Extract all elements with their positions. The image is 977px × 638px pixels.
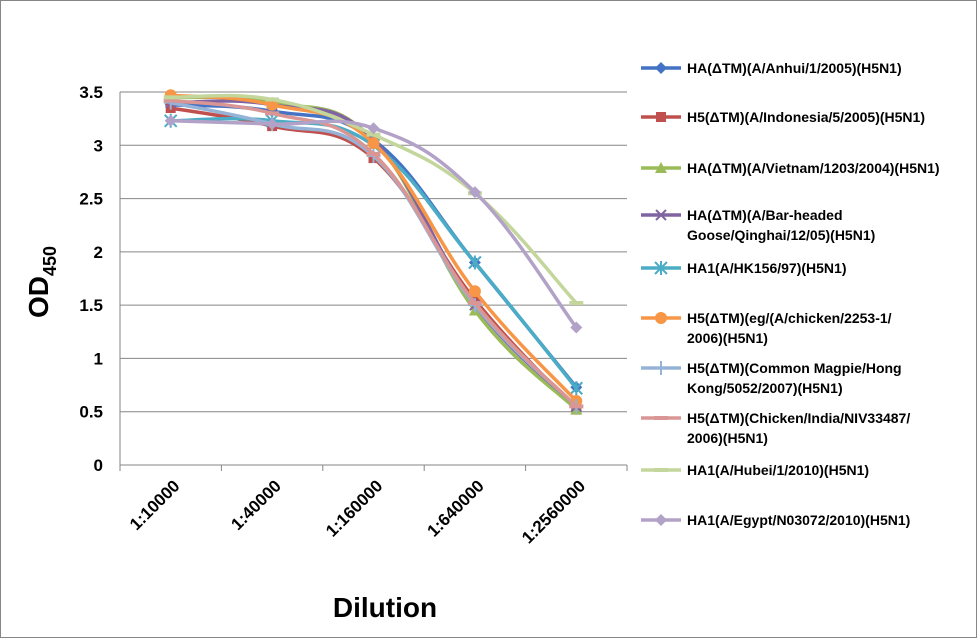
y-axis-title-main: OD	[23, 276, 54, 318]
legend-label: H5(ΔTM)(eg/(A/chicken/2253-1/2006)(H5N1)	[687, 310, 892, 346]
legend-label: HA(ΔTM)(A/Vietnam/1203/2004)(H5N1)	[687, 160, 940, 176]
data-point-marker	[164, 114, 177, 127]
y-axis-title-subscript: 450	[40, 246, 60, 276]
legend-label-line: HA(ΔTM)(A/Vietnam/1203/2004)(H5N1)	[687, 160, 940, 176]
legend-item: HA(ΔTM)(A/Anhui/1/2005)(H5N1)	[641, 60, 902, 76]
data-point-marker	[163, 98, 178, 103]
legend-marker	[655, 162, 667, 173]
legend-marker	[654, 416, 668, 420]
y-tick-label: 3.5	[79, 83, 103, 102]
legend-label: HA(ΔTM)(A/Bar-headed Goose/Qinghai/12/05)…	[687, 207, 875, 243]
data-point-marker	[468, 186, 481, 199]
data-point-marker	[366, 132, 381, 137]
series-8	[163, 98, 584, 409]
legend-marker	[655, 209, 667, 221]
data-point-marker	[265, 111, 280, 116]
legend-label: HA1(A/HK156/97)(H5N1)	[687, 260, 847, 276]
data-point-marker	[468, 285, 481, 298]
legend-label-line: Kong/5052/2007)(H5N1)	[687, 380, 843, 396]
legend-item: HA1(A/Egypt/N03072/2010)(H5N1)	[641, 512, 910, 528]
legend-marker	[654, 468, 668, 472]
legend-label-line: H5(ΔTM)(Chicken/India/NIV33487/	[687, 410, 910, 426]
data-point-marker	[265, 97, 280, 102]
legend-marker	[655, 62, 667, 74]
data-point-marker	[569, 404, 584, 409]
y-tick-label: 1	[94, 349, 103, 368]
data-point-marker	[367, 122, 380, 135]
legend-label-line: H5(ΔTM)(eg/(A/chicken/2253-1/	[687, 310, 892, 326]
x-tick-label: 1:2560000	[518, 476, 589, 547]
data-point-marker	[163, 95, 178, 100]
legend-marker	[655, 514, 667, 526]
legend-item: H5(ΔTM)(eg/(A/chicken/2253-1/2006)(H5N1)	[641, 310, 892, 346]
legend-item: HA1(A/Hubei/1/2010)(H5N1)	[641, 462, 869, 478]
legend-label-line: 2006)(H5N1)	[687, 430, 768, 446]
series-line	[168, 98, 579, 409]
y-tick-label: 3	[94, 136, 103, 155]
legend: HA(ΔTM)(A/Anhui/1/2005)(H5N1) H5(ΔTM)(A/I…	[641, 60, 940, 528]
legend-label-line: HA1(A/Hubei/1/2010)(H5N1)	[687, 462, 869, 478]
legend-marker	[654, 361, 668, 375]
legend-label-line: HA1(A/HK156/97)(H5N1)	[687, 260, 847, 276]
y-axis-title: OD450	[23, 246, 60, 318]
legend-label: H5(ΔTM)(Common Magpie/Hong Kong/5052/2007…	[687, 360, 902, 396]
legend-label-line: 2006)(H5N1)	[687, 330, 768, 346]
y-tick-label: 1.5	[79, 296, 103, 315]
legend-label-line: HA(ΔTM)(A/Anhui/1/2005)(H5N1)	[687, 60, 902, 76]
axes: 0 0.5 1 1.5 2 2.5 3 3.5 1:10000 1:40000 1:160000 1:…	[79, 83, 628, 547]
legend-label-line: H5(ΔTM)(A/Indonesia/5/2005)(H5N1)	[687, 109, 925, 125]
y-tick-label: 0.5	[79, 403, 103, 422]
legend-label-line: HA1(A/Egypt/N03072/2010)(H5N1)	[687, 512, 910, 528]
y-tick-label: 0	[94, 456, 103, 475]
y-tick-label: 2	[94, 243, 103, 262]
series-10	[164, 114, 583, 334]
legend-label: HA(ΔTM)(A/Anhui/1/2005)(H5N1)	[687, 60, 902, 76]
data-point-marker	[367, 137, 380, 150]
legend-item: H5(ΔTM)(Chicken/India/NIV33487/2006)(H5N…	[641, 410, 910, 446]
x-tick-label: 1:10000	[126, 476, 184, 534]
data-point-marker	[468, 255, 482, 270]
legend-item: H5(ΔTM)(Common Magpie/Hong Kong/5052/2007…	[641, 360, 902, 396]
data-point-marker	[570, 321, 583, 334]
data-point-marker	[366, 151, 381, 156]
legend-label-line: HA(ΔTM)(A/Bar-headed	[687, 207, 843, 223]
legend-item: HA1(A/HK156/97)(H5N1)	[641, 260, 847, 276]
data-point-marker	[569, 301, 584, 306]
legend-item: H5(ΔTM)(A/Indonesia/5/2005)(H5N1)	[641, 109, 925, 125]
legend-item: HA(ΔTM)(A/Vietnam/1203/2004)(H5N1)	[641, 160, 940, 176]
data-point-marker	[266, 117, 279, 130]
legend-label: HA1(A/Hubei/1/2010)(H5N1)	[687, 462, 869, 478]
legend-label: H5(ΔTM)(A/Indonesia/5/2005)(H5N1)	[687, 109, 925, 125]
legend-label: H5(ΔTM)(Chicken/India/NIV33487/2006)(H5N…	[687, 410, 910, 446]
x-tick-label: 1:160000	[322, 476, 386, 540]
legend-label-line: H5(ΔTM)(Common Magpie/Hong	[687, 360, 902, 376]
y-tick-label: 2.5	[79, 190, 103, 209]
legend-marker	[656, 112, 666, 122]
data-point-marker	[569, 381, 584, 396]
legend-label: HA1(A/Egypt/N03072/2010)(H5N1)	[687, 512, 910, 528]
data-point-marker	[467, 301, 482, 306]
x-axis-title: Dilution	[333, 592, 437, 623]
series-lines	[163, 89, 584, 415]
legend-item: HA(ΔTM)(A/Bar-headed Goose/Qinghai/12/05)…	[641, 207, 875, 243]
legend-label-line: Goose/Qinghai/12/05)(H5N1)	[687, 227, 875, 243]
legend-marker	[655, 312, 667, 324]
series-line	[168, 119, 579, 330]
series-line	[168, 93, 579, 403]
x-tick-label: 1:40000	[227, 476, 285, 534]
x-tick-label: 1:640000	[423, 476, 487, 540]
legend-marker	[654, 261, 668, 275]
